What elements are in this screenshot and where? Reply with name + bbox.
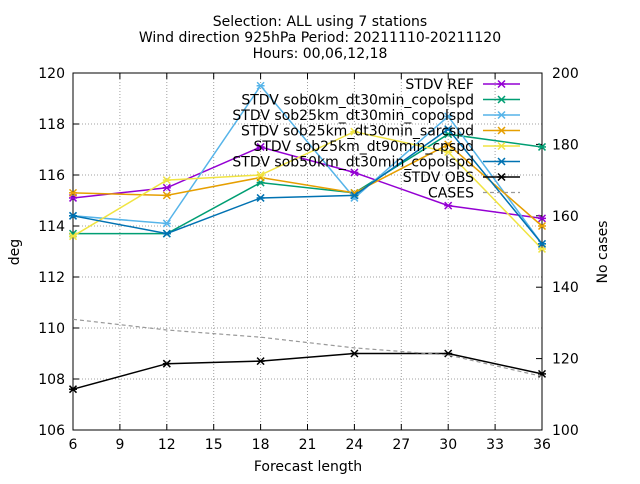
y2-tick-label: 120 xyxy=(552,352,579,368)
data-point xyxy=(256,81,265,90)
data-point xyxy=(537,221,547,231)
data-point xyxy=(162,183,171,192)
data-point xyxy=(256,142,265,151)
series-line xyxy=(72,84,543,245)
data-point xyxy=(350,168,359,177)
x-tick-label: 30 xyxy=(439,437,457,453)
series-line xyxy=(72,128,543,245)
title-line-3: Hours: 00,06,12,18 xyxy=(253,46,388,62)
data-point xyxy=(162,191,171,200)
data-point xyxy=(162,176,171,185)
legend-entry: STDV sob25km_dt90min_cpspd xyxy=(253,139,520,155)
legend-label: STDV OBS xyxy=(403,170,474,186)
data-point xyxy=(497,157,506,166)
legend-label: STDV sob25km_dt30min_sarcspd xyxy=(241,124,474,140)
data-point xyxy=(350,191,359,200)
legend-label: STDV sob50km_dt30min_copolspd xyxy=(232,155,474,171)
series xyxy=(68,125,547,248)
data-point xyxy=(537,142,547,151)
x-axis-label: Forecast length xyxy=(254,459,362,475)
series-line xyxy=(72,352,543,390)
legend-entry: STDV sob50km_dt30min_copolspd xyxy=(232,155,520,171)
series xyxy=(72,318,543,377)
y2-tick-label: 140 xyxy=(552,280,579,296)
data-point xyxy=(444,148,453,157)
data-point xyxy=(350,127,359,136)
y-tick-label: 118 xyxy=(38,117,65,133)
y-tick-label: 110 xyxy=(38,321,65,337)
x-tick-label: 15 xyxy=(205,437,223,453)
data-point xyxy=(350,349,359,358)
legend-label: STDV REF xyxy=(405,77,474,93)
data-point xyxy=(444,201,453,210)
legend-entry: STDV sob0km_dt30min_copolspd xyxy=(241,93,520,109)
data-point xyxy=(162,219,171,228)
y-axis-label: deg xyxy=(7,239,23,265)
y-tick-label: 106 xyxy=(38,423,65,439)
y-tick-label: 120 xyxy=(38,66,65,82)
data-point xyxy=(497,126,506,135)
data-point xyxy=(537,239,547,248)
y2-tick-label: 100 xyxy=(552,423,579,439)
series-line xyxy=(72,318,543,377)
series-line xyxy=(72,143,543,227)
data-point xyxy=(497,141,506,151)
y-tick-label: 116 xyxy=(38,168,65,184)
y2-tick-label: 180 xyxy=(552,137,579,153)
chart-title: Selection: ALL using 7 stations Wind dir… xyxy=(139,14,501,62)
legend-entry: STDV OBS xyxy=(403,170,520,186)
legend-label: STDV sob25km_dt90min_cpspd xyxy=(253,139,474,155)
data-point xyxy=(68,188,78,197)
x-tick-label: 24 xyxy=(345,437,363,453)
data-point xyxy=(162,229,171,238)
title-line-2: Wind direction 925hPa Period: 20211110-2… xyxy=(139,30,501,46)
x-tick-label: 18 xyxy=(252,437,270,453)
x-tick-label: 21 xyxy=(299,437,317,453)
series-line xyxy=(72,130,543,250)
legend-label: CASES xyxy=(428,186,474,202)
y-tick-label: 114 xyxy=(38,219,65,235)
data-point xyxy=(162,359,171,368)
data-point xyxy=(497,172,506,182)
legend-entry: CASES xyxy=(428,186,520,202)
data-point xyxy=(444,125,453,134)
legend-entry: STDV REF xyxy=(405,77,520,93)
title-line-1: Selection: ALL using 7 stations xyxy=(213,14,427,30)
plot-frame xyxy=(72,72,543,431)
data-point xyxy=(497,110,506,120)
series xyxy=(68,349,547,394)
data-point xyxy=(537,214,547,223)
data-point xyxy=(256,170,265,180)
data-point xyxy=(68,232,78,241)
data-point xyxy=(497,79,506,89)
x-tick-label: 9 xyxy=(115,437,124,453)
x-tick-label: 33 xyxy=(486,437,504,453)
data-point xyxy=(444,140,453,149)
data-point xyxy=(256,193,265,202)
data-point xyxy=(256,357,265,366)
legend-entry: STDV sob25km_dt30min_sarcspd xyxy=(241,124,520,140)
x-tick-label: 6 xyxy=(69,437,78,453)
axes: 6 9 12 15 18 21 24 27 30 33 36 106 108 110 112 114 116 11… xyxy=(38,66,578,453)
series xyxy=(68,81,547,394)
data-point xyxy=(497,95,506,104)
y2-tick-label: 160 xyxy=(552,209,579,225)
data-point xyxy=(68,211,78,220)
x-tick-label: 27 xyxy=(392,437,410,453)
y-tick-label: 108 xyxy=(38,372,65,388)
grid xyxy=(73,73,542,430)
y-tick-label: 112 xyxy=(38,270,65,286)
y2-axis-label: No cases xyxy=(595,221,611,284)
x-tick-label: 36 xyxy=(533,437,551,453)
data-point xyxy=(444,112,453,121)
data-point xyxy=(68,385,78,394)
legend-label: STDV sob0km_dt30min_copolspd xyxy=(241,93,474,109)
x-tick-label: 12 xyxy=(158,437,176,453)
series-line xyxy=(73,133,543,235)
legend-label: STDV sob25km_dt30min_copolspd xyxy=(232,108,474,124)
legend-entry: STDV sob25km_dt30min_copolspd xyxy=(232,108,520,124)
y2-tick-label: 200 xyxy=(552,66,579,82)
